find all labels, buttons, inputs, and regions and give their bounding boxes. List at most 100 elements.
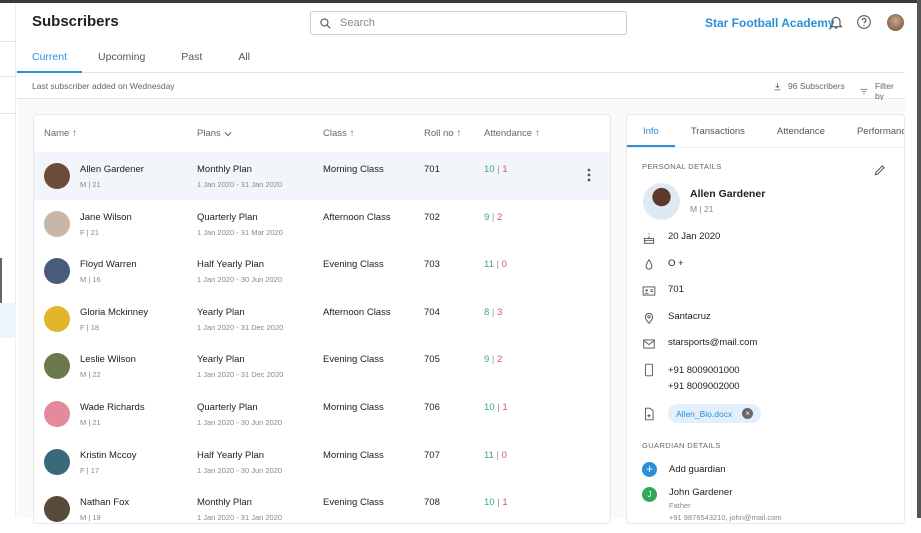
tab-attendance[interactable]: Attendance — [776, 126, 825, 137]
file-chip[interactable]: Allen_Bio.docx × — [668, 404, 762, 423]
avatar — [44, 258, 70, 285]
header-plans-label: Plans — [197, 128, 221, 139]
avatar — [44, 496, 70, 523]
header-roll[interactable]: Roll no ↑ — [424, 128, 461, 139]
header-class-label: Class — [323, 128, 347, 139]
sort-up-icon: ↑ — [535, 128, 540, 139]
plan-dates: 1 Jan 2020 - 30 Jun 2020 — [197, 465, 283, 475]
bell-icon[interactable] — [828, 14, 844, 30]
plan-name: Half Yearly Plan — [197, 259, 265, 271]
class-name: Morning Class — [323, 449, 384, 461]
subscriber-count: 96 Subscribers — [788, 81, 845, 91]
download-icon — [774, 82, 781, 90]
plan-dates: 1 Jan 2020 - 30 Jun 2020 — [197, 418, 283, 427]
window-top-border — [0, 0, 921, 3]
id-card-icon — [642, 286, 656, 296]
tab-upcoming[interactable]: Upcoming — [98, 51, 146, 63]
tab-current[interactable]: Current — [17, 44, 83, 73]
download-subscribers[interactable]: 96 Subscribers — [773, 81, 845, 91]
phone-row: +91 8009001000 +91 8009002000 — [642, 363, 740, 395]
plan-name: Quarterly Plan — [197, 402, 258, 413]
absent-count: 1 — [502, 497, 508, 509]
plan-dates: 1 Jan 2020 - 30 Jun 2020 — [197, 275, 283, 285]
avatar — [44, 305, 70, 332]
tab-performance[interactable]: Performance — [856, 126, 904, 137]
subscriber-meta: M | 22 — [80, 370, 101, 380]
user-avatar[interactable] — [887, 14, 904, 31]
email-value: starsports@mail.com — [668, 337, 758, 348]
phone2-value: +91 8009002000 — [668, 381, 740, 392]
table-row[interactable]: Jane Wilson F | 21 Quarterly Plan 1 Jan … — [34, 200, 610, 248]
present-count: 10 — [484, 402, 495, 413]
attendance: 9 | 2 — [484, 211, 503, 223]
table-row[interactable]: Wade Richards M | 21 Quarterly Plan 1 Ja… — [34, 390, 610, 438]
search-box[interactable] — [310, 11, 627, 35]
table-row[interactable]: Floyd Warren M | 16 Half Yearly Plan 1 J… — [34, 247, 610, 295]
absent-count: 0 — [501, 449, 507, 461]
roll-no: 701 — [424, 164, 440, 175]
avatar — [44, 353, 70, 380]
attendance: 10 | 1 — [484, 164, 508, 175]
mail-icon — [643, 339, 655, 349]
subscriber-meta: F | 21 — [80, 227, 100, 237]
add-guardian-button[interactable]: + Add guardian — [642, 462, 726, 477]
subscribers-table: Name ↑ Plans Class ↑ Roll no ↑ Attendance ↑ … — [33, 114, 611, 524]
dob-value: 20 Jan 2020 — [668, 231, 721, 242]
class-name: Afternoon Class — [323, 306, 391, 318]
absent-count: 2 — [497, 211, 503, 223]
detail-tabs: Info Transactions Attendance Performance — [627, 115, 904, 148]
sort-up-icon: ↑ — [349, 128, 355, 139]
location-row: Santacruz — [642, 311, 711, 325]
header-plans[interactable]: Plans — [197, 128, 232, 139]
table-row[interactable]: Leslie Wilson M | 22 Yearly Plan 1 Jan 2… — [34, 342, 610, 390]
guardian-avatar: J — [642, 487, 657, 502]
search-input[interactable] — [340, 17, 610, 29]
blood-row: O + — [642, 258, 684, 272]
plan-name: Quarterly Plan — [197, 211, 258, 223]
page-title: Subscribers — [32, 13, 119, 30]
profile-meta: M | 21 — [690, 204, 714, 214]
attendance: 10 | 1 — [484, 402, 508, 413]
window-right-border — [917, 0, 921, 518]
guardian-details-heading: GUARDIAN DETAILS — [642, 441, 721, 450]
plan-dates: 1 Jan 2020 - 31 Dec 2020 — [197, 370, 284, 380]
academy-link[interactable]: Star Football Academy — [705, 16, 835, 30]
class-name: Evening Class — [323, 259, 384, 271]
roll-value: 701 — [668, 284, 684, 295]
subscriber-name: Wade Richards — [80, 402, 145, 413]
table-row[interactable]: Gloria Mckinney F | 18 Yearly Plan 1 Jan… — [34, 295, 610, 343]
table-row[interactable]: Nathan Fox M | 19 Monthly Plan 1 Jan 202… — [34, 485, 610, 533]
attendance: 10 | 1 — [484, 497, 508, 509]
table-row[interactable]: Allen Gardener M | 21 Monthly Plan 1 Jan… — [34, 152, 610, 200]
subscriber-name: Floyd Warren — [80, 259, 137, 271]
plan-name: Half Yearly Plan — [197, 449, 265, 461]
subscriber-meta: M | 16 — [80, 275, 101, 285]
header-name[interactable]: Name ↑ — [44, 128, 77, 139]
edit-icon[interactable] — [873, 163, 887, 177]
roll-no: 704 — [424, 306, 440, 318]
header-attendance[interactable]: Attendance ↑ — [484, 128, 540, 139]
more-options-icon[interactable] — [584, 167, 594, 183]
remove-file-icon[interactable]: × — [742, 408, 754, 419]
present-count: 11 — [484, 259, 494, 271]
absent-count: 1 — [502, 164, 508, 175]
present-count: 9 — [484, 211, 490, 223]
add-guardian-label: Add guardian — [669, 464, 726, 475]
subscriber-meta: M | 21 — [80, 180, 101, 189]
present-count: 10 — [484, 164, 495, 175]
header-class[interactable]: Class ↑ — [323, 128, 355, 139]
info-bar: Last subscriber added on Wednesday 96 Su… — [17, 73, 905, 101]
plan-name: Monthly Plan — [197, 497, 252, 509]
filter-button[interactable]: Filter by — [859, 81, 905, 101]
tab-all[interactable]: All — [238, 51, 250, 63]
tab-info[interactable]: Info — [627, 115, 675, 147]
help-icon[interactable] — [856, 14, 872, 30]
table-row[interactable]: Kristin Mccoy F | 17 Half Yearly Plan 1 … — [34, 438, 610, 486]
tab-past[interactable]: Past — [181, 51, 203, 63]
personal-details-heading: PERSONAL DETAILS — [642, 162, 722, 171]
tab-transactions[interactable]: Transactions — [690, 126, 745, 137]
attendance: 9 | 2 — [484, 354, 503, 366]
roll-no: 707 — [424, 449, 440, 461]
subscriber-name: Leslie Wilson — [80, 354, 136, 366]
location-value: Santacruz — [668, 311, 711, 322]
